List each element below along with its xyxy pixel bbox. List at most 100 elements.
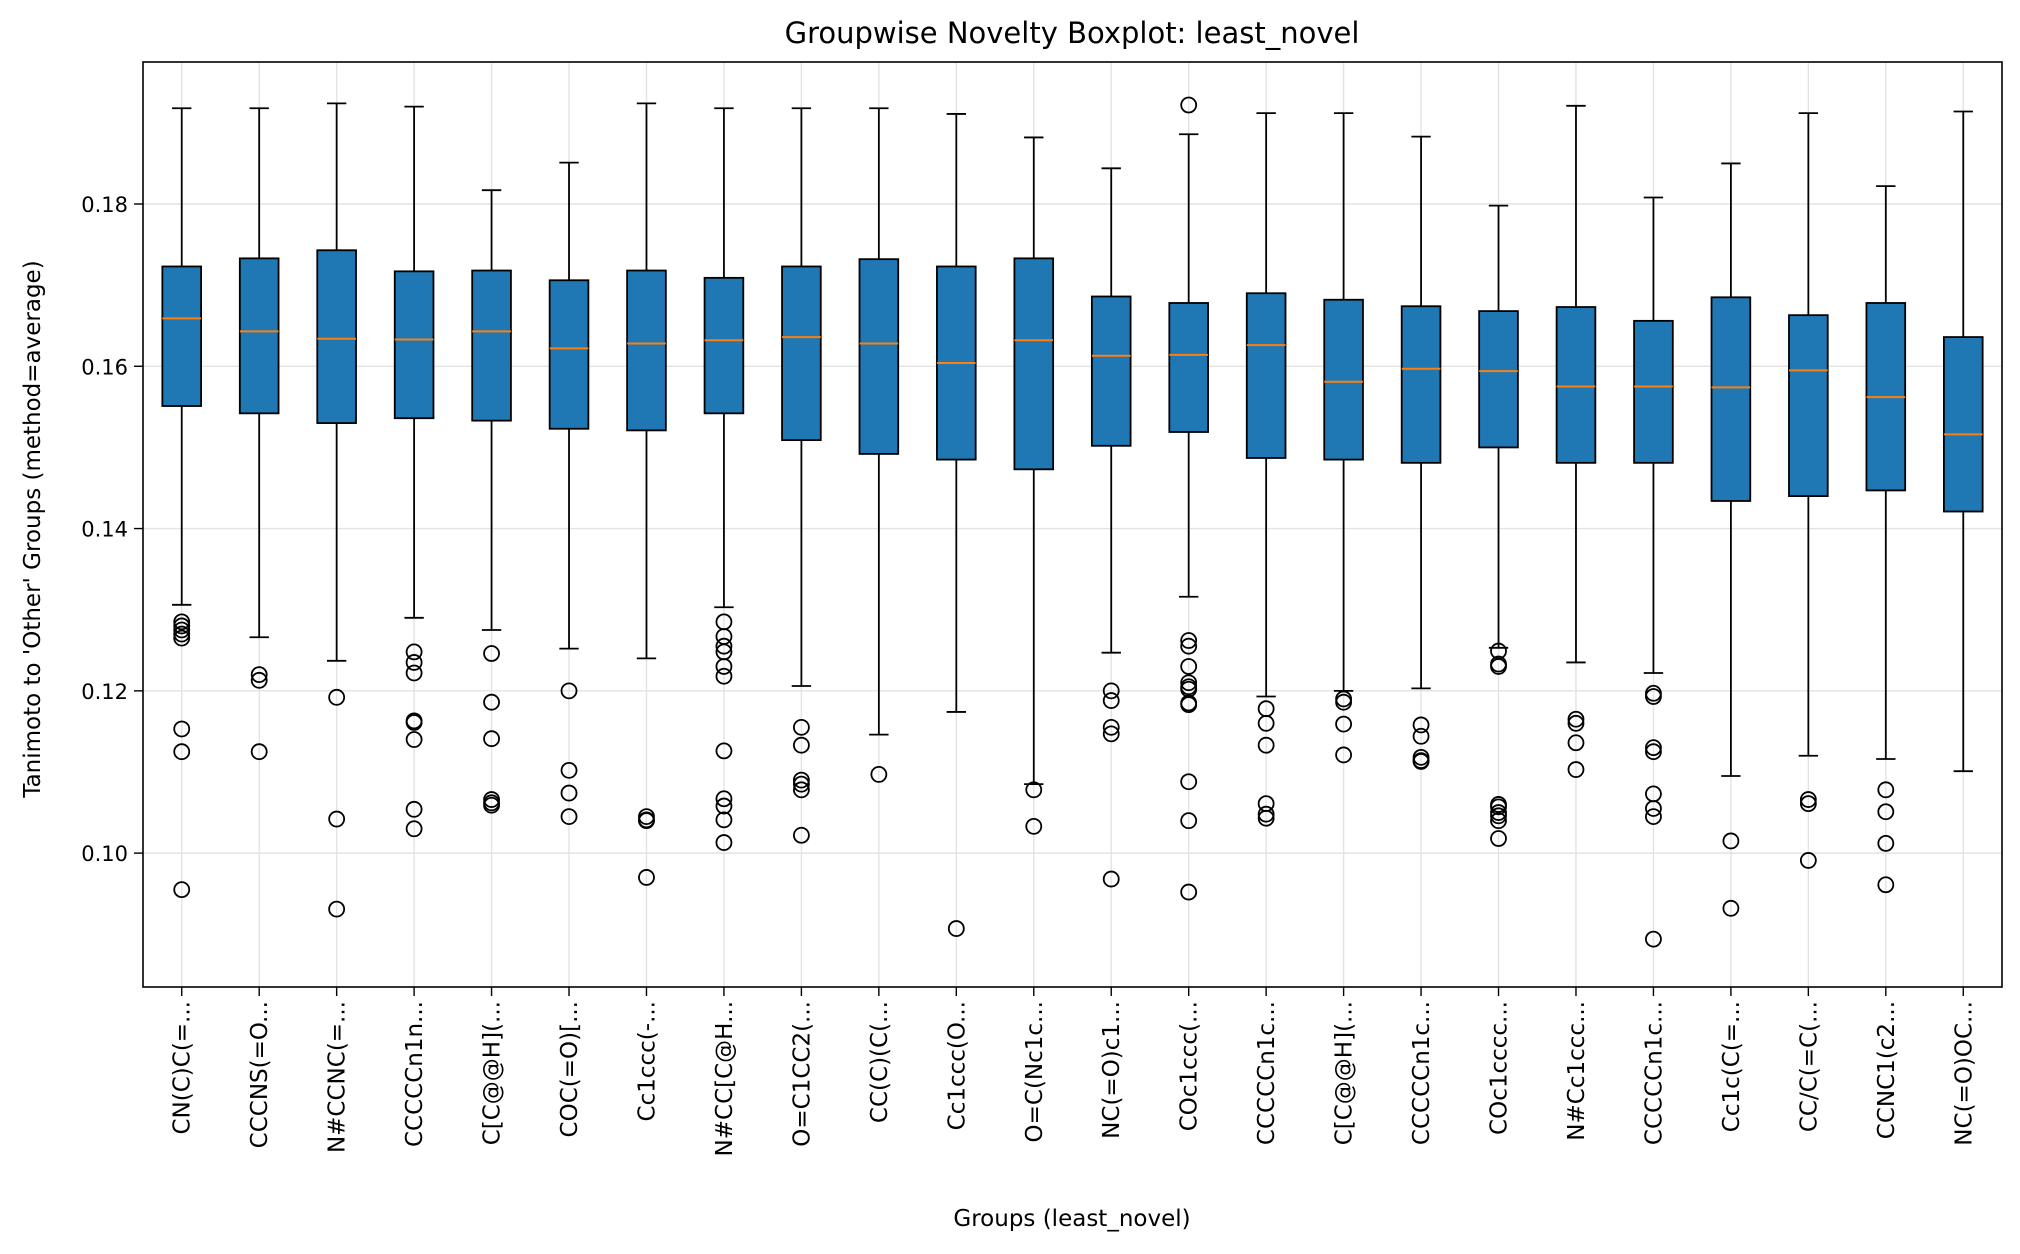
outlier-point bbox=[483, 645, 500, 662]
outlier-point bbox=[1102, 692, 1120, 709]
outlier-point bbox=[792, 736, 810, 754]
outlier-point bbox=[173, 881, 191, 899]
x-tick-label: CN(C)C(=... bbox=[170, 1001, 196, 1135]
outlier-point bbox=[250, 671, 268, 689]
box-iqr bbox=[1710, 296, 1752, 502]
outlier-point bbox=[1645, 808, 1662, 826]
x-tick-label: CC/C(=C(... bbox=[1796, 1001, 1822, 1132]
x-tick-label: COc1ccc(... bbox=[1177, 1001, 1203, 1131]
outlier-point bbox=[1877, 803, 1895, 821]
outlier-point bbox=[792, 826, 810, 844]
x-tick-label: CCCCCn1c... bbox=[1254, 1001, 1280, 1145]
outlier-point bbox=[1257, 809, 1275, 827]
box-iqr bbox=[858, 258, 900, 455]
outlier-point bbox=[715, 637, 733, 655]
outlier-point bbox=[638, 812, 655, 830]
outlier-point bbox=[1102, 725, 1120, 743]
outlier-point bbox=[328, 900, 346, 918]
box-iqr bbox=[1090, 295, 1132, 447]
y-tick-label: 0.12 bbox=[81, 680, 128, 704]
outlier-point bbox=[792, 771, 810, 789]
outlier-point bbox=[173, 621, 191, 639]
box-group bbox=[471, 189, 512, 814]
x-tick-label: CCCCCn1n... bbox=[402, 1001, 428, 1147]
y-tick-label: 0.16 bbox=[81, 355, 128, 379]
x-tick-label: Cc1ccc(O... bbox=[944, 1001, 970, 1130]
outlier-point bbox=[1490, 658, 1507, 675]
outlier-point bbox=[1335, 746, 1353, 764]
outlier-point bbox=[1102, 870, 1120, 888]
x-tick-label: CC(C)(C(... bbox=[867, 1001, 893, 1123]
box-group bbox=[1168, 96, 1209, 901]
outlier-point bbox=[560, 784, 578, 802]
box-group bbox=[1013, 136, 1055, 835]
outlier-point bbox=[947, 920, 965, 937]
box-iqr bbox=[161, 265, 202, 407]
box-iqr bbox=[781, 265, 822, 442]
outlier-point bbox=[1180, 883, 1198, 901]
outlier-point bbox=[715, 658, 733, 675]
outlier-point bbox=[1567, 714, 1585, 732]
outlier-point bbox=[1412, 727, 1430, 745]
x-tick-label: COC(=O)[... bbox=[557, 1001, 583, 1137]
x-tick-label: NC(=O)OC... bbox=[1951, 1001, 1977, 1146]
box-iqr bbox=[1400, 305, 1442, 464]
outlier-point bbox=[1490, 812, 1507, 830]
outlier-point bbox=[405, 800, 423, 818]
box-group bbox=[626, 102, 667, 886]
outlier-point bbox=[405, 731, 423, 748]
outlier-point bbox=[1490, 807, 1507, 825]
outlier-point bbox=[715, 742, 733, 760]
outlier-point bbox=[1257, 805, 1275, 823]
outlier-point bbox=[173, 629, 191, 647]
outlier-point bbox=[715, 797, 733, 815]
x-tick-label: CCCCCn1c... bbox=[1641, 1001, 1667, 1145]
box-iqr bbox=[471, 269, 512, 422]
y-axis-label: Tanimoto to 'Other' Groups (method=avera… bbox=[20, 260, 46, 798]
outlier-point bbox=[1490, 830, 1507, 847]
x-tick-label: CCCNS(=O... bbox=[247, 1001, 273, 1148]
outlier-point bbox=[1102, 718, 1120, 736]
box-group bbox=[1478, 204, 1519, 847]
y-tick-label: 0.10 bbox=[81, 842, 128, 866]
box-group bbox=[393, 105, 435, 838]
box-iqr bbox=[1555, 306, 1597, 464]
x-tick-label: C[C@@H](... bbox=[1332, 1001, 1358, 1145]
outlier-point bbox=[1645, 930, 1662, 948]
outlier-point bbox=[1180, 96, 1198, 114]
outlier-point bbox=[1645, 743, 1662, 761]
outlier-point bbox=[1412, 716, 1430, 734]
outlier-point bbox=[405, 664, 423, 682]
outlier-point bbox=[483, 730, 500, 748]
outlier-point bbox=[1645, 800, 1662, 817]
outlier-point bbox=[173, 625, 191, 643]
outlier-point bbox=[1722, 899, 1740, 917]
outlier-point bbox=[1877, 781, 1895, 799]
box-iqr bbox=[548, 279, 590, 430]
x-tick-label: C[C@@H](... bbox=[480, 1001, 506, 1145]
outlier-point bbox=[870, 766, 888, 783]
outlier-point bbox=[715, 811, 733, 829]
box-group bbox=[1710, 162, 1752, 917]
x-tick-label: NC(=O)c1... bbox=[1099, 1001, 1125, 1139]
outlier-point bbox=[405, 820, 423, 838]
outlier-point bbox=[715, 834, 733, 851]
axes-layer: 0.10 0.12 0.14 0.16 0.18 CN(C)C(=... CCCNS(=O.… bbox=[81, 193, 1977, 1156]
outlier-point bbox=[1722, 832, 1740, 850]
x-tick-label: N#Cc1ccc... bbox=[1564, 1001, 1590, 1141]
boxes-layer bbox=[161, 96, 1984, 948]
outlier-point bbox=[1025, 817, 1043, 835]
x-tick-label: O=C(Nc1c... bbox=[1022, 1001, 1048, 1142]
outlier-point bbox=[1799, 852, 1817, 869]
box-group bbox=[1245, 112, 1287, 827]
outlier-point bbox=[250, 743, 268, 761]
box-group bbox=[858, 107, 900, 783]
outlier-point bbox=[1335, 693, 1353, 711]
outlier-point bbox=[1412, 753, 1430, 770]
box-group bbox=[1788, 112, 1829, 869]
y-tick-label: 0.18 bbox=[81, 193, 128, 217]
box-iqr bbox=[1633, 319, 1674, 464]
box-iqr bbox=[703, 276, 745, 415]
outlier-point bbox=[792, 781, 810, 799]
